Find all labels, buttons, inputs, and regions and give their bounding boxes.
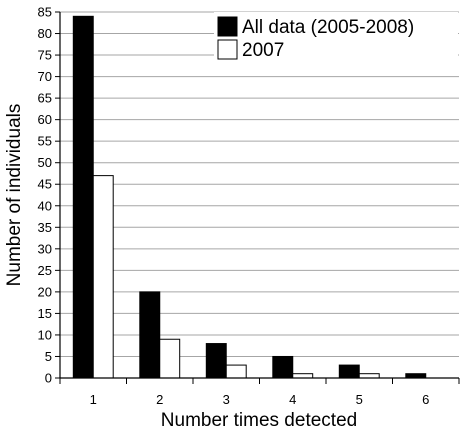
bar-all-data-4: [272, 355, 294, 379]
y-tick-label: 80: [38, 26, 52, 41]
x-axis-title: Number times detected: [161, 410, 357, 431]
y-tick-label: 10: [38, 327, 52, 342]
legend-label: All data (2005-2008): [242, 17, 414, 38]
x-tick-label: 6: [422, 392, 429, 407]
x-tick-label: 2: [156, 392, 163, 407]
y-tick-label: 45: [38, 177, 52, 192]
y-tick-label: 55: [38, 134, 52, 149]
bar-all-data-5: [338, 364, 360, 379]
legend-box: [214, 12, 458, 64]
y-tick-label: 85: [38, 5, 52, 20]
y-tick-label: 20: [38, 284, 52, 299]
axes: [55, 11, 460, 384]
y-tick-label: 25: [38, 263, 52, 278]
y-tick-label: 65: [38, 91, 52, 106]
y-tick-label: 15: [38, 306, 52, 321]
y-tick-label: 60: [38, 112, 52, 127]
y-tick-label: 0: [45, 371, 52, 386]
x-tick-label: 1: [90, 392, 97, 407]
bar-all-data-2: [139, 291, 161, 379]
y-tick-label: 30: [38, 241, 52, 256]
x-tick-label: 4: [289, 392, 296, 407]
y-axis-title: Number of individuals: [4, 104, 25, 287]
y-tick-labels: 0 5 10 15 20 25 30 35 40 45 50 55 60 65 70 75 80 85: [38, 5, 52, 386]
bar-series-2007-2: [159, 338, 181, 379]
bar-series-2007-3: [225, 364, 247, 379]
bar-series-2007-4: [292, 373, 314, 379]
legend-label: 2007: [242, 40, 284, 61]
y-tick-label: 40: [38, 198, 52, 213]
x-tick-labels: 1 2 3 4 5 6: [90, 392, 430, 407]
y-tick-label: 70: [38, 69, 52, 84]
bar-all-data-6: [405, 373, 427, 379]
x-tick-label: 5: [356, 392, 363, 407]
y-tick-label: 35: [38, 220, 52, 235]
legend: All data (2005-2008)2007: [214, 12, 458, 64]
legend-swatch: [217, 16, 238, 37]
y-tick-label: 50: [38, 155, 52, 170]
bar-series-2007-1: [92, 175, 114, 379]
bar-all-data-1: [72, 15, 94, 379]
y-tick-label: 5: [45, 349, 52, 364]
bar-all-data-3: [205, 343, 227, 379]
legend-swatch: [217, 39, 238, 60]
bars: [72, 15, 427, 379]
y-tick-label: 75: [38, 48, 52, 63]
x-tick-label: 3: [223, 392, 230, 407]
bar-series-2007-5: [358, 373, 380, 379]
